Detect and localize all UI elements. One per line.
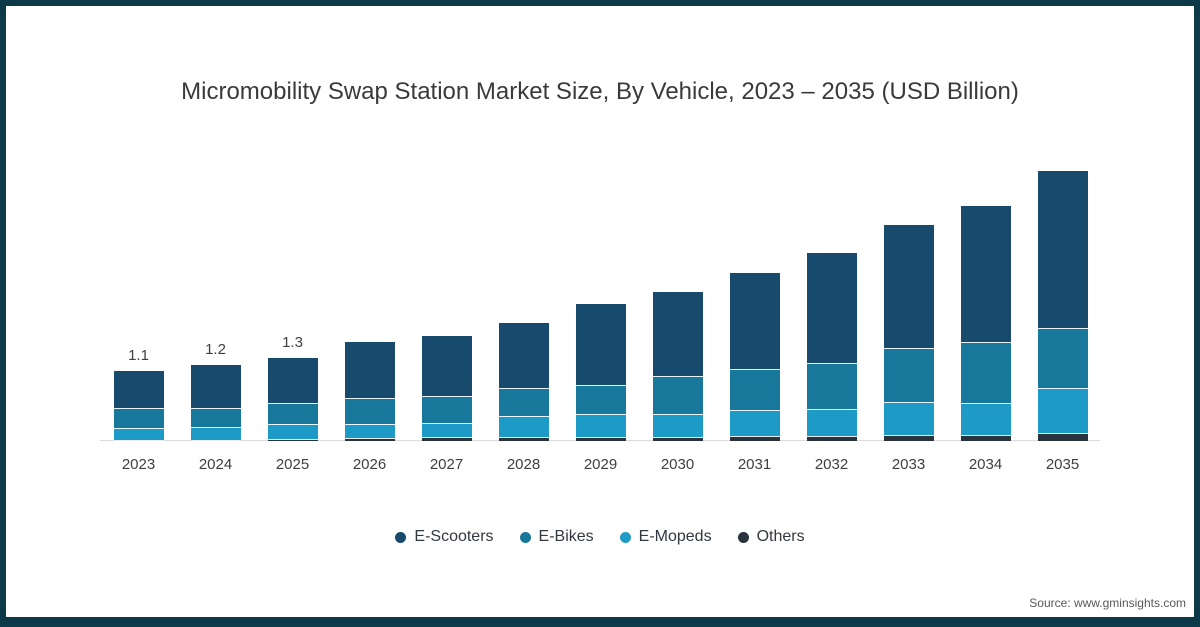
bar-segment-e-scooters <box>344 342 395 398</box>
x-axis-label-2029: 2029 <box>583 456 618 473</box>
legend: E-Scooters E-Bikes E-Mopeds Others <box>0 524 1200 550</box>
bar-segment-e-scooters <box>190 364 241 408</box>
bar-segment-e-scooters <box>113 371 164 408</box>
x-axis-label-2025: 2025 <box>275 456 310 473</box>
bar-segment-e-bikes <box>421 395 472 423</box>
bar-2027 <box>421 336 472 441</box>
bar-segment-e-mopeds <box>113 427 164 440</box>
bar-segment-e-scooters <box>421 336 472 396</box>
bar-segment-e-scooters <box>498 323 549 389</box>
bar-2026 <box>344 342 395 441</box>
bar-segment-others <box>498 437 549 441</box>
bar-2031 <box>729 272 780 441</box>
x-axis-label-2028: 2028 <box>506 456 541 473</box>
bar-segment-e-mopeds <box>806 409 857 436</box>
bar-segment-others <box>190 439 241 441</box>
bar-segment-e-scooters <box>806 253 857 364</box>
bar-segment-others <box>652 436 703 441</box>
bar-2035 <box>1037 170 1088 441</box>
bar-segment-e-mopeds <box>498 415 549 438</box>
bar-2030 <box>652 291 703 441</box>
bar-segment-e-scooters <box>729 272 780 370</box>
legend-dot-icon <box>519 531 531 543</box>
bar-segment-e-mopeds <box>344 424 395 438</box>
bar-2034 <box>960 205 1011 441</box>
bar-segment-e-mopeds <box>883 402 934 436</box>
bar-segment-e-mopeds <box>267 424 318 440</box>
bar-segment-e-bikes <box>267 403 318 425</box>
bar-2023 <box>113 371 164 441</box>
bar-value-label-2024: 1.2 <box>205 340 226 358</box>
source-attribution: Source: www.gminsights.com <box>1029 596 1186 610</box>
bar-segment-e-mopeds <box>575 414 626 437</box>
bar-segment-e-mopeds <box>960 402 1011 435</box>
bar-segment-e-bikes <box>113 407 164 428</box>
bar-value-label-2025: 1.3 <box>282 334 303 352</box>
bar-segment-others <box>960 434 1011 441</box>
legend-item-others: Others <box>737 528 805 546</box>
legend-label: E-Scooters <box>414 528 494 545</box>
bar-segment-others <box>267 439 318 441</box>
bar-segment-e-bikes <box>1037 327 1088 389</box>
bar-segment-others <box>883 435 934 441</box>
bar-2025 <box>267 358 318 441</box>
bar-2032 <box>806 253 857 441</box>
bar-segment-e-bikes <box>960 342 1011 403</box>
x-axis-label-2030: 2030 <box>660 456 695 473</box>
bar-segment-e-mopeds <box>652 414 703 437</box>
bar-segment-e-scooters <box>883 224 934 349</box>
x-axis-label-2031: 2031 <box>737 456 772 473</box>
bar-segment-e-bikes <box>729 369 780 411</box>
x-axis-label-2035: 2035 <box>1045 456 1080 473</box>
bar-segment-e-mopeds <box>1037 388 1088 434</box>
bar-segment-e-mopeds <box>190 427 241 440</box>
legend-label: E-Mopeds <box>638 528 712 545</box>
legend-item-e-bikes: E-Bikes <box>519 528 594 546</box>
bar-segment-others <box>806 435 857 441</box>
bar-segment-e-scooters <box>960 205 1011 343</box>
x-axis-label-2027: 2027 <box>429 456 464 473</box>
bar-value-label-2023: 1.1 <box>128 347 149 365</box>
bar-segment-others <box>344 437 395 441</box>
bar-segment-e-bikes <box>498 388 549 416</box>
bar-segment-others <box>729 435 780 441</box>
bar-segment-e-scooters <box>267 358 318 404</box>
bar-segment-e-mopeds <box>729 410 780 436</box>
legend-item-e-scooters: E-Scooters <box>395 528 494 546</box>
x-axis-label-2034: 2034 <box>968 456 1003 473</box>
legend-dot-icon <box>395 531 407 543</box>
x-axis-label-2024: 2024 <box>198 456 233 473</box>
legend-item-e-mopeds: E-Mopeds <box>619 528 712 546</box>
chart-title: Micromobility Swap Station Market Size, … <box>181 78 1019 105</box>
bar-segment-e-scooters <box>575 304 626 386</box>
bar-segment-e-bikes <box>806 363 857 410</box>
bar-2024 <box>190 364 241 441</box>
bar-segment-others <box>575 436 626 441</box>
bar-segment-e-mopeds <box>421 422 472 438</box>
legend-dot-icon <box>737 531 749 543</box>
legend-dot-icon <box>619 531 631 543</box>
bar-2029 <box>575 304 626 441</box>
bar-2028 <box>498 323 549 441</box>
bar-segment-e-bikes <box>190 407 241 428</box>
bar-segment-e-bikes <box>575 385 626 415</box>
bar-segment-e-bikes <box>344 397 395 425</box>
bar-segment-e-scooters <box>1037 170 1088 328</box>
bar-2033 <box>883 224 934 441</box>
bar-segment-e-bikes <box>652 376 703 415</box>
legend-label: Others <box>756 528 805 545</box>
bar-segment-others <box>421 437 472 441</box>
x-axis-label-2023: 2023 <box>121 456 156 473</box>
bar-segment-e-scooters <box>652 291 703 377</box>
x-axis-label-2032: 2032 <box>814 456 849 473</box>
x-axis-label-2026: 2026 <box>352 456 387 473</box>
bar-segment-e-bikes <box>883 348 934 403</box>
x-axis-label-2033: 2033 <box>891 456 926 473</box>
bar-segment-others <box>1037 433 1088 441</box>
legend-label: E-Bikes <box>538 528 594 545</box>
bar-segment-others <box>113 439 164 441</box>
